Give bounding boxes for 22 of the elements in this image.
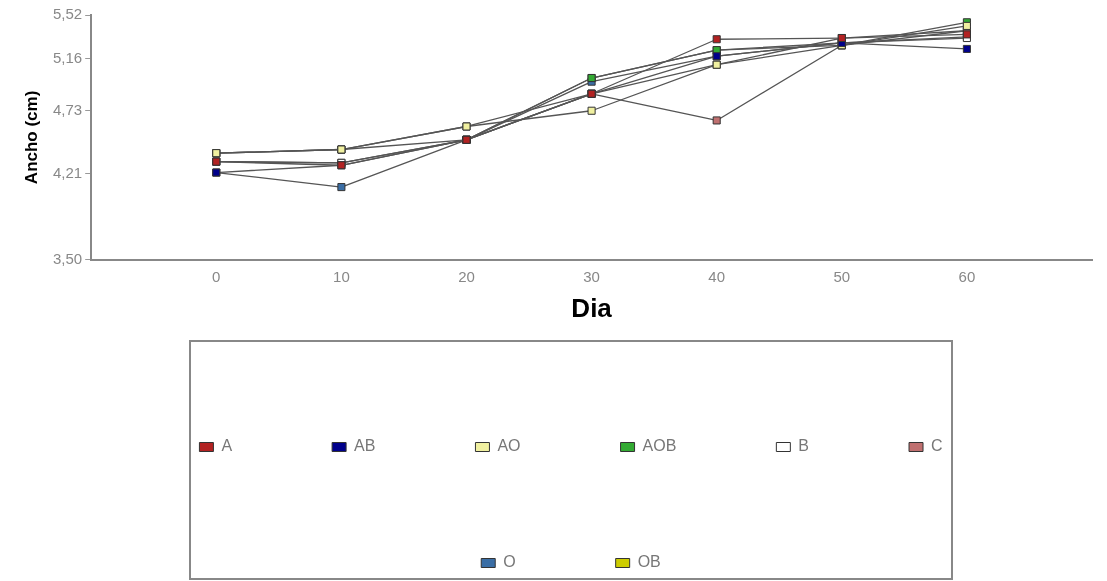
y-tick-label: 5,16 [52,48,83,66]
legend-label: A [221,437,233,455]
legend-label: AO [497,437,521,455]
legend-label: O [503,553,516,571]
y-tick-label: 5,52 [52,5,83,23]
legend-label: AB [354,437,376,455]
legend-label: B [798,437,810,455]
x-tick-label: 40 [708,267,726,285]
x-tick-label: 20 [458,267,475,285]
x-tick-label: 60 [958,267,976,285]
y-tick-label: 4,73 [52,100,83,118]
x-axis-title: Dia [571,292,613,323]
legend-label: C [931,437,943,455]
x-tick-label: 10 [333,267,350,285]
y-tick-label: 4,21 [52,163,83,181]
legend-label: AOB [642,437,677,455]
x-tick-label: 0 [212,267,221,285]
x-tick-label: 30 [583,267,600,285]
y-tick-label: 3,50 [52,249,83,267]
legend-label: OB [637,553,661,571]
x-tick-label: 50 [833,267,851,285]
y-axis-title: Ancho (cm) [21,90,41,185]
